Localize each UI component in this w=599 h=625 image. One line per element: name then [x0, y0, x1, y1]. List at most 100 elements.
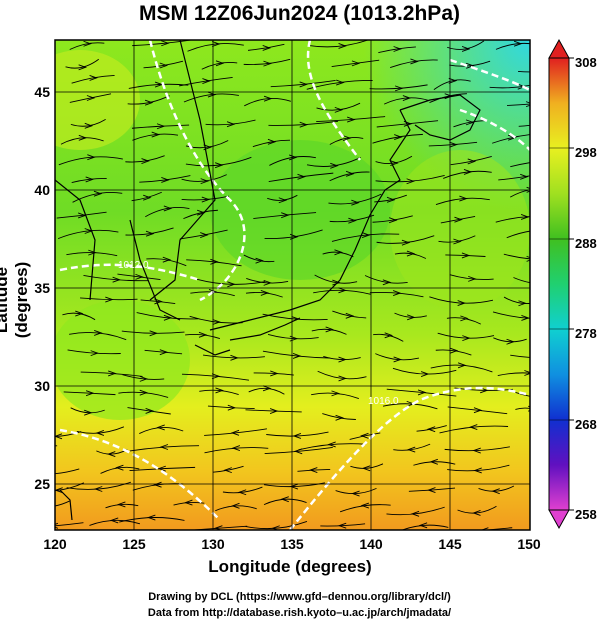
streamline: [67, 349, 121, 355]
streamline-arrow: [281, 212, 290, 219]
streamline-arrow: [351, 199, 360, 206]
streamline-arrow: [526, 255, 530, 262]
streamline: [248, 387, 285, 395]
contour-label-1016: 1016.0: [368, 396, 399, 407]
streamline: [311, 328, 347, 335]
streamline-arrow: [260, 289, 270, 296]
streamline-arrow: [184, 499, 193, 506]
streamline: [513, 277, 530, 284]
colorbar-top-arrow: [548, 38, 570, 59]
streamline-arrow: [420, 371, 430, 377]
streamline: [183, 93, 239, 103]
streamline: [316, 102, 361, 111]
streamline-arrow: [338, 375, 347, 382]
streamline: [119, 517, 185, 523]
streamline: [269, 156, 316, 166]
streamline-arrow: [231, 502, 240, 509]
streamline: [132, 40, 195, 47]
streamline: [60, 137, 104, 145]
streamline: [245, 409, 302, 413]
streamline-arrow: [115, 464, 124, 471]
streamline-arrow: [200, 178, 210, 185]
streamline-arrow: [337, 522, 347, 529]
streamline-arrow: [407, 314, 416, 321]
streamline-arrow: [521, 315, 530, 321]
streamline: [493, 337, 527, 343]
streamline: [444, 446, 510, 452]
streamline-arrow: [426, 426, 436, 433]
streamline: [264, 446, 333, 454]
streamline: [373, 333, 404, 342]
streamline: [375, 353, 420, 361]
streamline: [350, 463, 384, 469]
streamline: [66, 252, 118, 257]
streamline: [495, 216, 530, 223]
streamline-arrow: [162, 256, 172, 263]
streamline-arrow: [237, 489, 247, 496]
streamline-arrow: [200, 232, 209, 238]
streamline-arrow: [77, 212, 87, 219]
streamline: [509, 189, 530, 198]
streamline: [80, 297, 138, 301]
streamline: [213, 465, 244, 473]
grid-lines: [55, 40, 530, 530]
streamline: [71, 75, 115, 84]
streamline: [62, 312, 96, 321]
streamline-arrow: [334, 106, 344, 113]
streamline-arrow: [153, 481, 162, 488]
streamline-arrow: [520, 173, 529, 180]
coastline: [55, 40, 481, 521]
streamline-arrow: [453, 238, 462, 245]
streamline-arrow: [393, 356, 402, 363]
streamline: [503, 296, 530, 304]
streamline-arrow: [201, 196, 211, 203]
streamline: [447, 406, 508, 415]
streamline-arrow: [212, 319, 221, 325]
streamline: [127, 95, 170, 105]
streamline-arrow: [468, 275, 477, 282]
streamline: [69, 93, 112, 103]
streamline: [394, 252, 427, 259]
streamline-arrow: [526, 186, 530, 193]
streamline-arrow: [394, 134, 403, 141]
streamline-arrow: [48, 504, 55, 509]
streamline-arrow: [289, 233, 299, 240]
streamline-arrow: [360, 432, 369, 439]
streamline: [186, 259, 242, 267]
streamline-arrow: [156, 424, 165, 431]
streamline-arrow: [198, 331, 208, 338]
streamline-arrow: [361, 465, 371, 472]
streamline: [372, 215, 413, 223]
colorbar-tick-label: 308: [575, 55, 597, 70]
streamline: [76, 426, 125, 434]
streamline: [266, 431, 329, 437]
streamline: [413, 461, 456, 466]
streamline-arrow: [36, 444, 43, 449]
streamline-arrow: [473, 407, 483, 414]
y-axis: 25 30 35 40 45: [34, 84, 50, 492]
streamline: [140, 299, 176, 305]
streamline: [144, 349, 183, 355]
streamline: [503, 253, 530, 260]
streamline: [136, 312, 199, 320]
streamline: [369, 292, 424, 298]
streamline: [308, 40, 370, 48]
x-tick-label: 140: [359, 536, 383, 552]
streamline-arrow: [161, 40, 170, 47]
streamline-arrow: [449, 141, 458, 148]
streamline-arrow: [215, 387, 224, 394]
streamline: [204, 447, 269, 454]
streamline-arrow: [513, 40, 523, 47]
colorbar-tick-label: 268: [575, 417, 597, 432]
streamline-arrow: [533, 122, 540, 127]
streamline-arrow: [159, 349, 169, 356]
streamline-arrow: [459, 195, 468, 202]
streamline-arrow: [534, 159, 541, 164]
streamline-arrow: [463, 169, 473, 175]
streamline: [478, 485, 515, 492]
streamline-arrow: [427, 487, 436, 494]
streamline: [125, 227, 174, 236]
streamline-arrow: [161, 177, 170, 183]
x-tick-label: 150: [517, 536, 541, 552]
streamline-arrow: [468, 424, 478, 431]
